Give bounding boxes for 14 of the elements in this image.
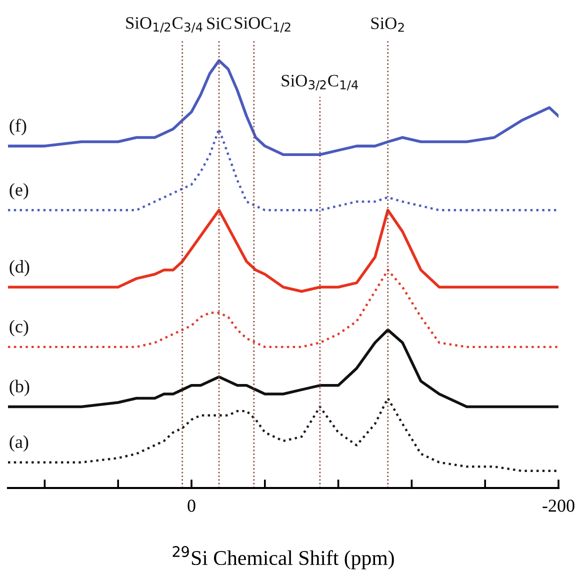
series-label: (a) [10, 435, 28, 452]
series-label: (c) [10, 320, 28, 336]
series-label: (e) [10, 183, 28, 200]
series-label: (d) [10, 260, 30, 276]
x-tick-label: -200 [542, 500, 574, 512]
ref-line-label: SiO$_{2}$ [371, 17, 404, 32]
series-label: (b) [10, 380, 30, 396]
ref-line-label: SiOC$_{1/2}$ [234, 17, 290, 33]
x-axis-title: $^{29}$Si Chemical Shift (ppm) [172, 546, 394, 570]
ref-line-label: SiO$_{3/2}$C$_{1/4}$ [282, 74, 358, 90]
ref-line-label: SiO$_{1/2}$C$_{3/4}$ [126, 17, 202, 33]
series-label: (f) [10, 118, 26, 136]
x-tick-label: 0 [188, 500, 196, 512]
ref-line-label: SiC [207, 18, 232, 30]
